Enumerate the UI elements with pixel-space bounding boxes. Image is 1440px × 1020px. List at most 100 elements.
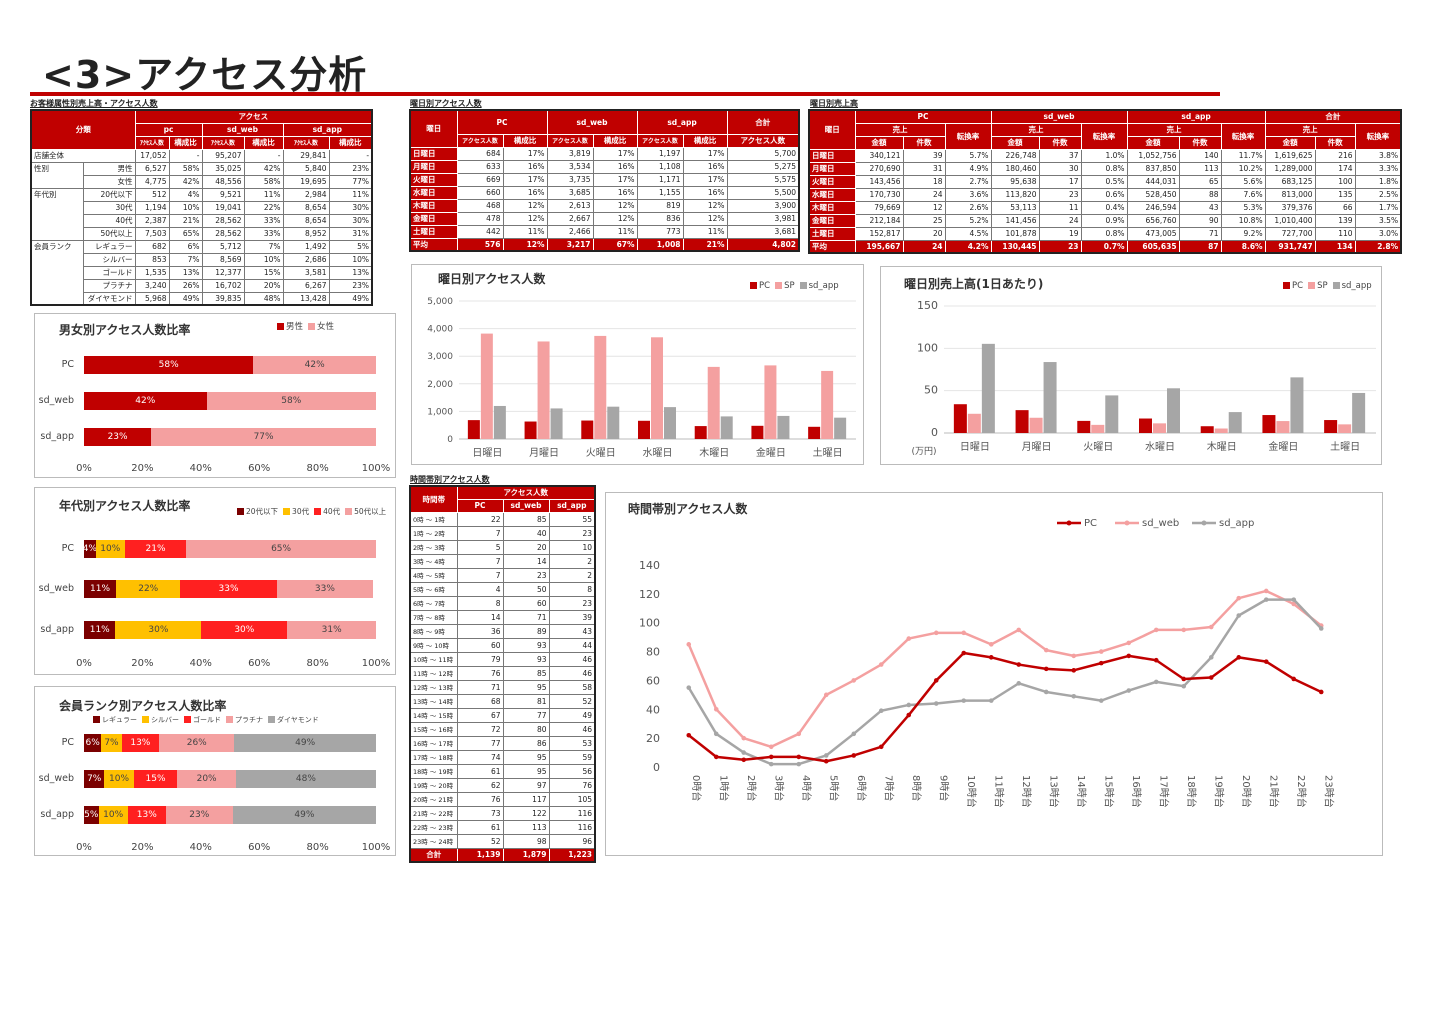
bar — [607, 406, 620, 439]
table-cell: 2.6% — [944, 200, 992, 215]
row-label: 20代以下 — [82, 187, 136, 202]
table-cell: 17% — [502, 172, 548, 187]
legend-label: sd_app — [1341, 281, 1372, 291]
data-label: 49% — [295, 738, 316, 748]
data-point — [768, 744, 774, 750]
bar — [1077, 420, 1091, 433]
bar-segment: 4% — [84, 540, 96, 558]
data-point — [796, 731, 802, 737]
t3-h-conv: 転換率 — [944, 122, 992, 150]
bar — [720, 416, 733, 439]
table-cell: 113,820 — [990, 187, 1040, 202]
table-cell: 23 — [502, 567, 550, 583]
table-cell: 100 — [1314, 174, 1356, 189]
table-cell: 8,654 — [282, 213, 330, 228]
row-label: レギュラー — [82, 239, 136, 254]
category-label: 1時台 — [717, 775, 730, 801]
category-label: 13時台 — [1047, 775, 1060, 808]
legend-swatch — [142, 716, 149, 723]
tick-label: 0% — [76, 658, 92, 669]
bar — [1153, 423, 1166, 433]
table-cell: 139 — [1314, 213, 1356, 228]
table-cell: 81 — [502, 693, 550, 709]
row-label: 0時 ～ 1時 — [409, 511, 458, 527]
table-cell: 17% — [592, 146, 638, 161]
bar — [480, 333, 493, 439]
tick-label: 80% — [306, 658, 329, 669]
row-label: 20時 ～ 21時 — [409, 791, 458, 807]
bar — [953, 404, 967, 433]
category-label: 火曜日 — [1083, 441, 1113, 453]
stacked-bar: 11% 22% 33% 33% — [84, 580, 376, 598]
table-cell: 0.9% — [1080, 213, 1128, 228]
table-cell: 5% — [328, 239, 373, 254]
table-cell: 9,521 — [201, 187, 245, 202]
t4-h-app: sd_app — [548, 498, 596, 513]
table-cell: 3,819 — [546, 146, 594, 161]
data-point — [1318, 689, 1324, 695]
t3-h-pc: PC — [854, 109, 992, 124]
table-cell: 212,184 — [854, 213, 904, 228]
table-cell: 30% — [328, 200, 373, 215]
table-row: 性別 男性 6,527 58% 35,025 42% 5,840 23% — [30, 161, 373, 189]
bar-segment: 42% — [84, 392, 207, 410]
table-cell: 52 — [456, 833, 504, 849]
table-cell: 683,125 — [1264, 174, 1316, 189]
table-cell: 605,635 — [1126, 239, 1180, 254]
data-point — [686, 732, 692, 738]
row-label: プラチナ — [82, 278, 136, 293]
table-cell: 23 — [1038, 187, 1082, 202]
t1-h-ppl: ｱｸｾｽ人数 — [134, 135, 170, 150]
legend-marker — [1201, 520, 1207, 526]
row-label: 11時 ～ 12時 — [409, 665, 458, 681]
bar-segment: 21% — [124, 540, 187, 558]
tick-label: 0 — [931, 426, 938, 439]
category-label: 3時台 — [772, 775, 785, 801]
t3-h-sales: 売上 — [990, 122, 1082, 137]
legend-label: 男性 — [286, 322, 304, 332]
table-cell: 24 — [902, 239, 946, 254]
table-row: 20時 ～ 21時 76 117 105 — [409, 791, 596, 807]
table-cell: 478 — [456, 211, 504, 226]
row-label: 火曜日 — [409, 172, 458, 187]
table-cell: 727,700 — [1264, 226, 1316, 241]
category-label: sd_app — [40, 431, 74, 442]
table-cell: 8 — [456, 595, 504, 611]
table-cell: 170,730 — [854, 187, 904, 202]
bar — [537, 341, 550, 439]
table-row: 11時 ～ 12時 76 85 46 — [409, 665, 596, 681]
table-cell: 12% — [682, 198, 728, 213]
table-cell: 58 — [548, 679, 596, 695]
row-group: 会員ランク — [30, 239, 84, 306]
table-cell: 3.5% — [1354, 213, 1402, 228]
legend-label: プラチナ — [235, 716, 263, 724]
gender-chart-title: 男女別アクセス人数比率 — [59, 323, 191, 337]
table-cell: 95,207 — [201, 148, 245, 163]
table-row: 9時 ～ 10時 60 93 44 — [409, 637, 596, 653]
table-cell: 49% — [328, 291, 373, 306]
table-cell: 59 — [548, 749, 596, 765]
table-cell: 3.8% — [1354, 148, 1402, 163]
table-cell: 105 — [548, 791, 596, 807]
tick-label: 0 — [447, 435, 453, 445]
legend-label: PC — [759, 281, 771, 291]
category-label: sd_web — [38, 583, 74, 594]
table-cell: 16,702 — [201, 278, 245, 293]
table-cell: 58% — [243, 174, 284, 189]
table-cell: 49% — [168, 291, 203, 306]
category-label: 0時台 — [690, 775, 703, 801]
t3-h-conv: 転換率 — [1220, 122, 1266, 150]
table-cell: 19,041 — [201, 200, 245, 215]
category-label: 23時台 — [1322, 775, 1335, 808]
row-label: 平均 — [808, 239, 856, 254]
data-point — [1153, 627, 1159, 633]
t2-h-web: sd_web — [546, 109, 638, 135]
table-cell: 90 — [1178, 213, 1222, 228]
table-row: 19時 ～ 20時 62 97 76 — [409, 777, 596, 793]
category-label: 14時台 — [1075, 775, 1088, 808]
table-cell: 134 — [1314, 239, 1356, 254]
row-label: 7時 ～ 8時 — [409, 609, 458, 625]
table-cell: 21% — [168, 213, 203, 228]
data-label: 22% — [138, 584, 159, 594]
tick-label: 1,000 — [427, 407, 453, 417]
